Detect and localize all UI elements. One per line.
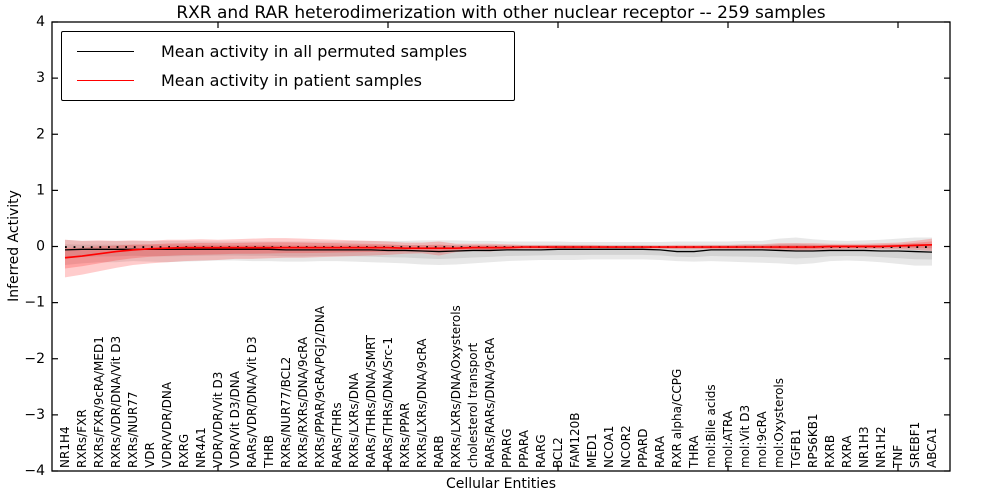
category-label: mol:9cRA [755,411,769,468]
category-label: RXRs/NUR77 [126,391,140,468]
category-label: mol:ATRA [721,410,735,468]
category-label: THRB [262,435,276,469]
category-label: ABCA1 [925,428,939,468]
category-label: PPARG [500,428,514,468]
category-label: RARs/THRs/DNA/Src-1 [381,337,395,468]
patient-line-sample-icon [77,80,134,81]
category-label: mol:Oxysterols [772,378,786,468]
permuted-line-sample-icon [77,51,134,52]
patient-mean-line [64,243,933,259]
permuted-mean-line [64,248,933,253]
permuted-band-outer [65,237,932,266]
category-label: BCL2 [551,437,565,468]
category-label: RARs/VDR/DNA/Vit D3 [245,336,259,468]
legend: Mean activity in all permuted samples Me… [61,31,515,101]
category-label: RXRs/LXRs/DNA [347,372,361,468]
category-label: SREBF1 [908,422,922,468]
category-label: RARs/THRs [330,402,344,468]
category-label: RARB [432,435,446,468]
category-label: RXRs/VDR/DNA/Vit D3 [109,336,123,468]
y-tick-label: 4 [36,14,45,30]
legend-label-patient: Mean activity in patient samples [161,71,422,90]
category-label: RXRs/LXRs/DNA/9cRA [415,338,429,468]
y-tick-label: −1 [24,295,45,311]
y-tick-label: 2 [36,126,45,142]
category-label: RARA [653,435,667,468]
category-label: PPARA [517,429,531,468]
category-label: RPS6KB1 [806,413,820,468]
category-label: MED1 [585,433,599,468]
category-label: VDR/Vit D3/DNA [228,370,242,468]
category-label: NCOR2 [619,425,633,468]
category-label: PPARD [636,429,650,469]
category-label: RXRs/NUR77/BCL2 [279,357,293,468]
category-label: cholesterol transport [466,342,480,468]
category-label: RXRs/RXRs/DNA/9cRA [296,336,310,468]
category-label: VDR/VDR/DNA [160,381,174,468]
category-label: RARs/RARs/DNA/9cRA [483,337,497,468]
y-tick-label: 1 [36,182,45,198]
category-label: RXRB [823,435,837,468]
category-label: RARs/THRs/DNA/SMRT [364,334,378,468]
category-label: mol:Vit D3 [738,405,752,468]
chart-title: RXR and RAR heterodimerization with othe… [176,3,826,23]
y-tick-label: −2 [24,351,45,367]
category-label: THRA [687,435,701,469]
category-label: NCOA1 [602,426,616,468]
y-tick-label: −3 [24,407,45,423]
category-label: VDR/VDR/Vit D3 [211,372,225,468]
category-label: RXRs/LXRs/DNA/Oxysterols [449,305,463,468]
category-label: VDR [143,442,157,468]
category-label: TGFB1 [789,429,803,469]
x-axis-label: Cellular Entities [445,476,557,492]
category-label: RXRs/FXR/9cRA/MED1 [92,336,106,468]
legend-entry-permuted: Mean activity in all permuted samples [62,37,514,66]
y-tick-label: 3 [36,70,45,86]
category-label: RARG [534,434,548,468]
category-label: NR1H3 [857,426,871,468]
category-label: RXRs/PPAR [398,403,412,468]
category-label: NR1H4 [58,426,72,468]
category-label: RXRs/PPAR/9cRA/PGJ2/DNA [313,305,327,468]
category-label: TNF [891,445,905,469]
y-tick-label: 0 [36,239,45,255]
legend-entry-patient: Mean activity in patient samples [62,66,514,95]
category-label: RXRA [840,435,854,468]
category-label: NR1H2 [874,426,888,468]
legend-label-permuted: Mean activity in all permuted samples [161,42,468,61]
category-label: FAM120B [568,413,582,469]
category-label: NR4A1 [194,427,208,468]
category-label: RXR alpha/CCPG [670,369,684,468]
category-label: mol:Bile acids [704,384,718,468]
category-label: RXRs/FXR [75,409,89,468]
y-tick-label: −4 [24,463,45,479]
category-label: RXRG [177,434,191,468]
